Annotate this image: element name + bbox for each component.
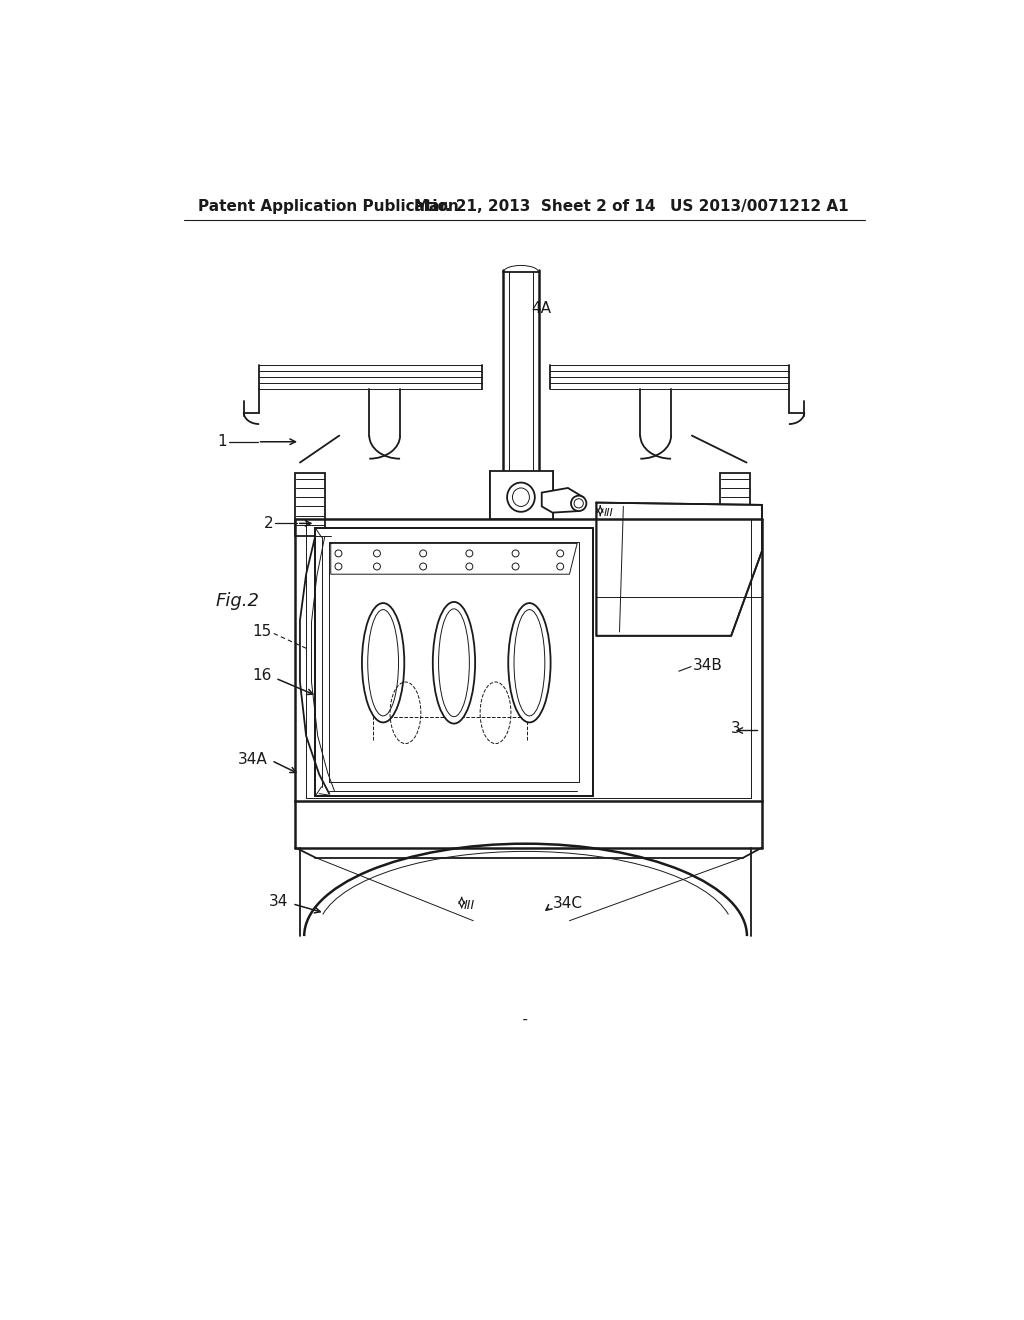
Polygon shape <box>295 473 326 536</box>
Polygon shape <box>596 503 762 636</box>
Ellipse shape <box>368 610 398 715</box>
Ellipse shape <box>512 550 519 557</box>
Ellipse shape <box>433 602 475 723</box>
Ellipse shape <box>374 564 381 570</box>
Ellipse shape <box>420 564 427 570</box>
Text: 4A: 4A <box>531 301 551 315</box>
Text: Fig.2: Fig.2 <box>215 593 259 610</box>
Ellipse shape <box>557 550 563 557</box>
Ellipse shape <box>420 550 427 557</box>
Ellipse shape <box>508 603 551 722</box>
Text: 16: 16 <box>252 668 271 684</box>
Polygon shape <box>315 528 593 796</box>
Text: 2: 2 <box>263 516 273 531</box>
Text: US 2013/0071212 A1: US 2013/0071212 A1 <box>670 198 848 214</box>
Ellipse shape <box>557 564 563 570</box>
Text: Patent Application Publication: Patent Application Publication <box>199 198 459 214</box>
Text: 34C: 34C <box>553 896 583 911</box>
Ellipse shape <box>374 550 381 557</box>
Ellipse shape <box>571 496 587 511</box>
Ellipse shape <box>512 488 529 507</box>
Ellipse shape <box>335 550 342 557</box>
Text: 34: 34 <box>269 894 289 909</box>
Text: III: III <box>603 508 613 517</box>
Text: Mar. 21, 2013  Sheet 2 of 14: Mar. 21, 2013 Sheet 2 of 14 <box>414 198 655 214</box>
Text: 1: 1 <box>217 434 226 449</box>
Ellipse shape <box>466 550 473 557</box>
Polygon shape <box>720 473 751 536</box>
Text: 3: 3 <box>731 721 741 735</box>
Ellipse shape <box>512 564 519 570</box>
Ellipse shape <box>438 609 469 717</box>
Ellipse shape <box>466 564 473 570</box>
Ellipse shape <box>335 564 342 570</box>
Text: 34B: 34B <box>692 657 723 673</box>
Ellipse shape <box>514 610 545 715</box>
Polygon shape <box>542 488 584 512</box>
Text: III: III <box>464 899 475 912</box>
Text: 15: 15 <box>252 624 271 639</box>
Ellipse shape <box>574 499 584 508</box>
Text: 34A: 34A <box>238 751 267 767</box>
Ellipse shape <box>507 483 535 512</box>
Polygon shape <box>490 471 553 519</box>
Ellipse shape <box>361 603 404 722</box>
